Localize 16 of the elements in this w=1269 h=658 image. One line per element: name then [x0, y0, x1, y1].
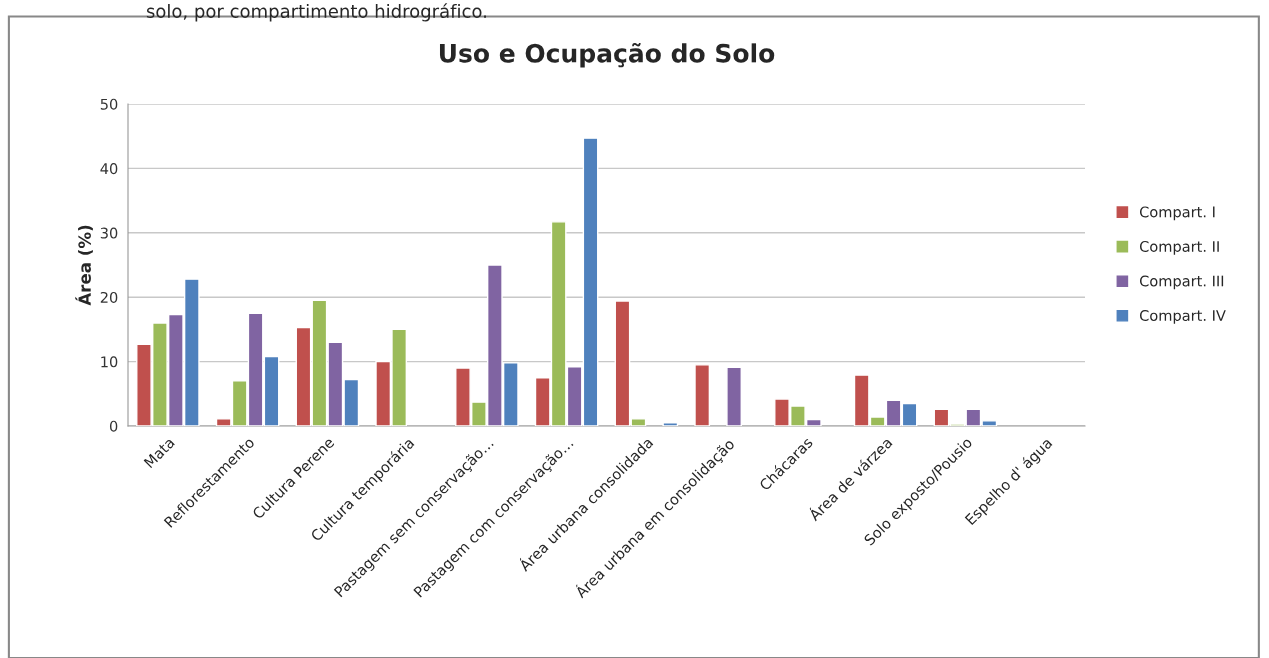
text: solo, por compartimento hidrográfico.: [146, 3, 486, 22]
y-tick-label: 50: [100, 98, 118, 110]
y-tick-label: 0: [109, 420, 118, 432]
legend-label: Compart. I: [1139, 206, 1215, 221]
legend-label: Compart. IV: [1139, 310, 1226, 324]
legend-label: Compart. II: [1139, 240, 1219, 255]
y-tick-label: 40: [100, 163, 118, 175]
y-tick-label: 10: [101, 356, 118, 368]
bar: [662, 422, 679, 426]
y-tick-label: 30: [100, 227, 118, 239]
bar: [726, 366, 742, 426]
bar: [694, 364, 711, 426]
legend-label: Compart. III: [1139, 275, 1224, 290]
chart-title: Uso e Ocupação do Solo: [439, 42, 775, 68]
y-tick-label: 20: [100, 291, 118, 303]
y-axis-title: Área (%): [75, 225, 93, 306]
